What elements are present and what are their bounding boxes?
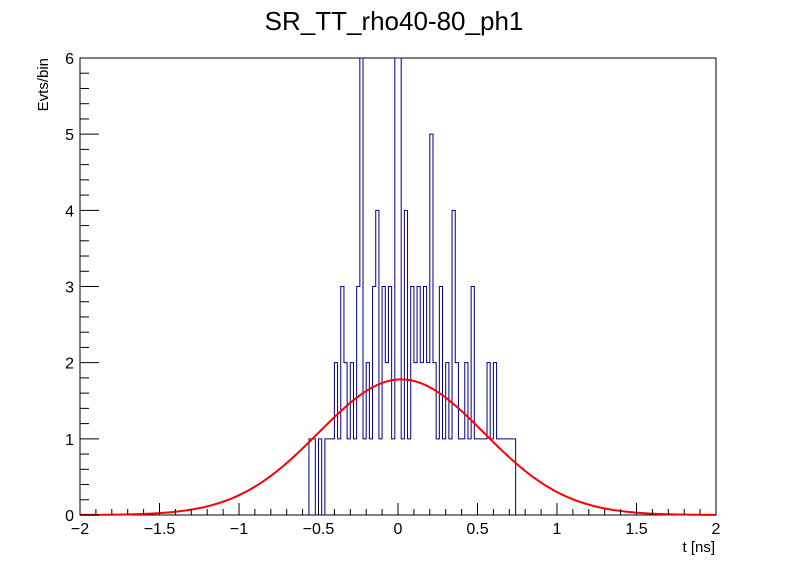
- plot-frame: [79, 57, 717, 516]
- x-tick-label: 2: [712, 521, 721, 538]
- y-tick-label: 5: [65, 127, 74, 144]
- fit-series: [79, 378, 716, 516]
- y-axis-label: Evts/bin: [35, 58, 52, 111]
- plot-area-border: [79, 57, 717, 516]
- x-tick-label: −2: [71, 521, 89, 538]
- chart-title: SR_TT_rho40-80_ph1: [265, 6, 524, 36]
- histogram-series: [308, 57, 517, 516]
- x-axis-label: t [ns]: [682, 539, 715, 556]
- y-tick-label: 3: [65, 280, 74, 297]
- axes: −2 −1.5 −1 −0.5 0 0.5 1 1.5 2 0 1 2 3 4 5 6: [65, 51, 720, 538]
- x-tick-label: −0.5: [303, 521, 335, 538]
- x-tick-label: 1: [553, 521, 562, 538]
- y-tick-label: 2: [65, 356, 74, 373]
- x-tick-label: 1.5: [625, 521, 647, 538]
- x-tick-label: 0: [394, 521, 403, 538]
- x-tick-label: 0.5: [466, 521, 488, 538]
- y-tick-label: 4: [65, 203, 74, 220]
- histogram-outline: [308, 57, 517, 516]
- y-tick-label: 1: [65, 432, 74, 449]
- gaussian-fit-curve: [79, 378, 716, 516]
- x-tick-label: −1.5: [144, 521, 176, 538]
- x-tick-label: −1: [230, 521, 248, 538]
- y-tick-label: 6: [65, 51, 74, 68]
- y-tick-label: 0: [65, 508, 74, 525]
